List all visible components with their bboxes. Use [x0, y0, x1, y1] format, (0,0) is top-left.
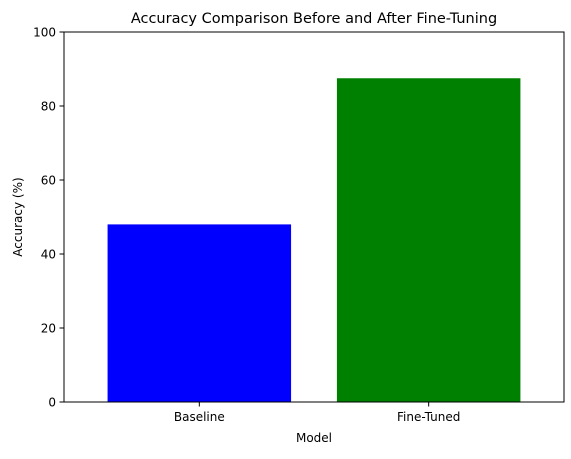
plot-frame — [63, 31, 565, 403]
y-tick-label: 80 — [41, 99, 56, 113]
y-ticks-layer: 0 20 40 60 80 100 — [33, 25, 64, 409]
bars-layer — [107, 78, 521, 402]
y-tick-label: 100 — [33, 25, 56, 39]
y-tick-label: 0 — [48, 395, 56, 409]
bar-baseline — [107, 224, 292, 402]
x-tick-label: Fine-Tuned — [397, 410, 460, 424]
chart-title: Accuracy Comparison Before and After Fin… — [131, 11, 497, 27]
y-tick-label: 20 — [41, 321, 56, 335]
y-axis-label: Accuracy (%) — [11, 177, 25, 256]
x-ticks-layer: Baseline Fine-Tuned — [174, 402, 460, 424]
y-tick-label: 60 — [41, 173, 56, 187]
bar-fine-tuned — [336, 78, 521, 402]
x-tick-label: Baseline — [174, 410, 225, 424]
x-axis-label: Model — [296, 431, 332, 445]
y-tick-label: 40 — [41, 247, 56, 261]
